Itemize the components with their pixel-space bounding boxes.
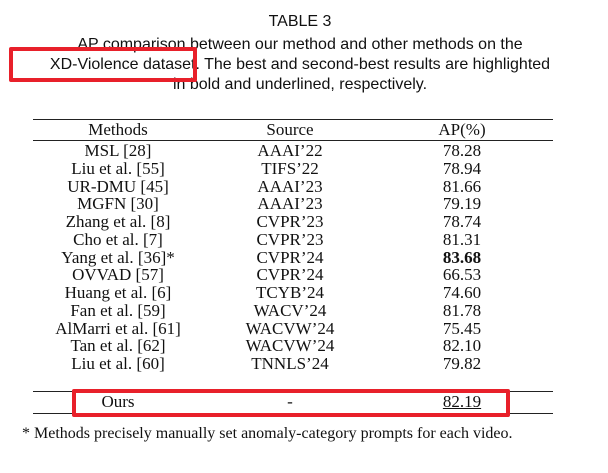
table-cell: TCYB’24 [256, 283, 324, 303]
table-cell: 75.45 [442, 318, 482, 338]
table-cell: 81.78 [442, 300, 482, 320]
table-cell: OVVAD [57] [72, 265, 164, 285]
table-cell: 79.82 [442, 354, 482, 374]
table-cell: AlMarri et al. [61] [55, 318, 181, 338]
table-cell: Zhang et al. [8] [65, 212, 171, 232]
table-cell: 83.68 [442, 247, 482, 267]
table-label: TABLE 3 [268, 13, 332, 30]
table-cell: Liu et al. [60] [71, 354, 165, 374]
table-cell: Liu et al. [55] [71, 158, 165, 178]
caption-line: in bold and underlined, respectively. [172, 76, 428, 93]
table-cell: AAAI’23 [257, 176, 323, 196]
table-cell: AAAI’23 [257, 194, 323, 214]
caption-line: XD-Violence dataset. The best and second… [49, 56, 551, 73]
table-cell: TIFS’22 [261, 158, 319, 178]
header-rule [33, 140, 553, 141]
top-rule [33, 119, 553, 120]
table-cell: Tan et al. [62] [70, 336, 166, 356]
table-cell: WACV’24 [253, 300, 327, 320]
table-cell: UR-DMU [45] [67, 176, 169, 196]
table-cell: 79.19 [442, 194, 482, 214]
header-cell: Methods [88, 120, 148, 139]
table-cell: 78.94 [442, 158, 482, 178]
table-cell: Fan et al. [59] [70, 300, 166, 320]
table-cell: CVPR’23 [256, 229, 324, 249]
table-cell: MGFN [30] [77, 194, 159, 214]
table-cell: Huang et al. [6] [64, 283, 172, 303]
table-cell: 78.28 [442, 141, 482, 160]
table-cell: 81.31 [442, 229, 482, 249]
table-cell: CVPR’24 [256, 247, 324, 267]
table-cell: 81.66 [442, 176, 482, 196]
footnote: * Methods precisely manually set anomaly… [22, 425, 513, 442]
table-cell: 78.74 [442, 212, 482, 232]
table-cell: CVPR’24 [256, 265, 324, 285]
table-cell: Cho et al. [7] [73, 229, 163, 249]
table-cell: WACVW’24 [245, 336, 335, 356]
table-cell: 74.60 [442, 283, 482, 303]
table-cell: 66.53 [442, 265, 482, 285]
table-cell: AAAI’22 [257, 141, 323, 160]
table-cell: Ours [101, 392, 135, 411]
highlight-box [9, 47, 197, 82]
table-cell: Yang et al. [36]* [61, 247, 175, 267]
table-cell: 82.19 [442, 392, 482, 411]
table-cell: TNNLS’24 [251, 354, 329, 374]
table-cell: 82.10 [442, 336, 482, 356]
table-cell: MSL [28] [84, 141, 152, 160]
header-cell: Source [266, 120, 314, 139]
table-cell: - [287, 392, 293, 411]
table-cell: WACVW’24 [245, 318, 335, 338]
header-cell: AP(%) [438, 120, 486, 139]
highlight-box [72, 389, 510, 417]
table-cell: CVPR’23 [256, 212, 324, 232]
